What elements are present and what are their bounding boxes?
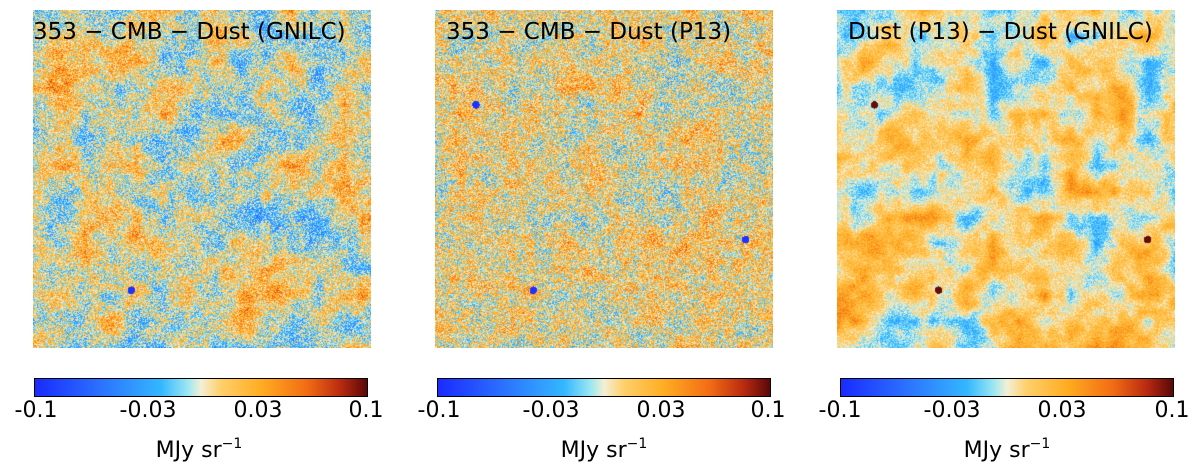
colorbar-tick-label: -0.1: [818, 398, 862, 423]
colorbar-unit-label: MJy sr−1: [561, 430, 648, 465]
colorbar-tick-label: 0.03: [636, 398, 686, 423]
unit-exponent: −1: [221, 436, 243, 452]
colorbar-tick-label: -0.03: [119, 398, 177, 423]
colorbar-tick-label: 0.03: [1037, 398, 1087, 423]
panel-p13-residual: 353 − CMB − Dust (P13) -0.1 -0.03 0.03 0…: [402, 0, 786, 468]
sky-map-image: [33, 10, 371, 348]
colorbar-tick-label: 0.1: [750, 398, 786, 423]
colorbar-tick-label: 0.03: [233, 398, 283, 423]
sky-map-image: [837, 10, 1175, 348]
colorbar-unit-label: MJy sr−1: [156, 430, 243, 465]
colorbar-unit-label: MJy sr−1: [964, 430, 1051, 465]
panel-dust-difference: Dust (P13) − Dust (GNILC) -0.1 -0.03 0.0…: [804, 0, 1190, 468]
unit-base: MJy sr: [963, 438, 1030, 463]
unit-exponent: −1: [1029, 436, 1051, 452]
unit-exponent: −1: [626, 436, 648, 452]
colorbar-tick-label: 0.1: [348, 398, 384, 423]
colorbar: [437, 378, 771, 397]
colorbar-tick-label: -0.1: [417, 398, 461, 423]
panel-gnilc-residual: 353 − CMB − Dust (GNILC) -0.1 -0.03 0.03…: [0, 0, 384, 468]
map-title: 353 − CMB − Dust (P13): [446, 19, 732, 45]
map-title: 353 − CMB − Dust (GNILC): [33, 19, 346, 45]
colorbar-tick-label: -0.03: [923, 398, 981, 423]
colorbar: [34, 378, 368, 397]
sky-map-image: [435, 10, 773, 348]
map-title: Dust (P13) − Dust (GNILC): [848, 19, 1153, 45]
unit-base: MJy sr: [155, 438, 222, 463]
unit-base: MJy sr: [560, 438, 627, 463]
colorbar-tick-label: -0.03: [522, 398, 580, 423]
colorbar-tick-label: 0.1: [1154, 398, 1190, 423]
colorbar: [840, 378, 1174, 397]
colorbar-tick-label: -0.1: [14, 398, 58, 423]
